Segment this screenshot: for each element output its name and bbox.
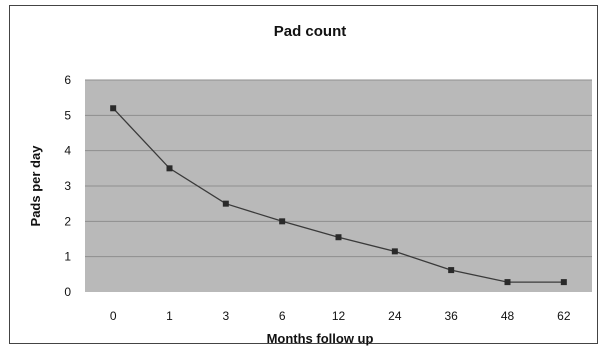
data-point: [448, 267, 455, 274]
data-point: [222, 200, 229, 207]
x-tick-label: 6: [279, 309, 286, 323]
x-tick-label: 24: [388, 309, 402, 323]
x-axis-ticks: 0 1 3 6 12 24 36 48 62: [110, 309, 571, 323]
x-axis-title: Months follow up: [267, 331, 374, 346]
x-tick-label: 62: [557, 309, 571, 323]
y-axis-ticks: 0 1 2 3 4 5 6: [64, 73, 71, 299]
data-point: [504, 279, 511, 286]
data-point: [279, 218, 286, 225]
y-tick-label: 4: [64, 144, 71, 158]
x-tick-label: 0: [110, 309, 117, 323]
y-tick-label: 3: [64, 179, 71, 193]
x-tick-label: 3: [222, 309, 229, 323]
data-point: [335, 234, 342, 241]
x-tick-label: 12: [332, 309, 346, 323]
data-point: [391, 248, 398, 255]
series-markers: [110, 105, 567, 286]
gridlines: [85, 79, 592, 258]
y-tick-label: 1: [64, 250, 71, 264]
chart-title: Pad count: [274, 23, 347, 40]
data-point: [110, 105, 117, 112]
x-tick-label: 1: [166, 309, 173, 323]
y-tick-label: 5: [64, 108, 71, 122]
data-point: [166, 165, 173, 172]
x-tick-label: 48: [501, 309, 515, 323]
y-tick-label: 6: [64, 73, 71, 87]
x-tick-label: 36: [444, 309, 458, 323]
y-tick-label: 0: [64, 285, 71, 299]
y-tick-label: 2: [64, 214, 71, 228]
data-point: [560, 279, 567, 286]
y-axis-title: Pads per day: [28, 145, 43, 227]
